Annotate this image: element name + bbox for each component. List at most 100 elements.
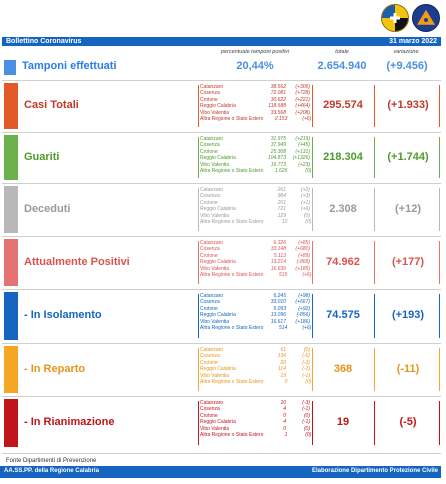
province-list: Catanzaro 38.562 (+306) Cosenza 72.081 (+728)…: [200, 84, 311, 123]
divider: [439, 188, 440, 231]
province-name: Catanzaro: [200, 136, 224, 142]
province-delta: (+464): [295, 103, 310, 110]
province-delta: (+89): [298, 252, 310, 259]
province-value: 5.113: [273, 252, 286, 259]
province-value: 5.093: [273, 305, 286, 312]
province-list: Catanzaro 31.975 (+219) Cosenza 37.949 (+45) C…: [200, 136, 311, 174]
bulletin-title: Bollettino Coronavirus: [6, 38, 82, 45]
tamponi-change: (+9.456): [386, 60, 428, 72]
province-delta: (-1): [302, 372, 310, 379]
divider: [439, 85, 440, 127]
section-change: (+12): [395, 202, 421, 215]
province-delta: (+728): [295, 90, 310, 97]
section-label: - In Rianimazione: [24, 416, 115, 428]
province-name: Reggio Calabria: [200, 206, 236, 213]
divider: [198, 85, 199, 127]
province-delta: (+3): [300, 193, 310, 200]
province-delta: (-1): [302, 406, 310, 413]
province-value: 515: [279, 272, 288, 279]
province-delta: (+6): [300, 206, 310, 213]
province-value: 201: [277, 199, 286, 206]
province-name: Altra Regione o Stato Estero: [200, 272, 264, 279]
province-name: Cosenza: [200, 193, 220, 200]
divider: [312, 348, 313, 391]
province-row: Altra Regione o Stato Estero 514 (+6): [200, 325, 311, 331]
province-name: Reggio Calabria: [200, 419, 236, 426]
section-color-bar: [4, 346, 18, 393]
province-name: Vibo Valentia: [200, 425, 230, 432]
province-delta: (+23): [298, 161, 310, 168]
province-value: 261: [277, 187, 286, 193]
province-delta: (0): [305, 432, 312, 439]
divider: [312, 401, 313, 445]
section-total: 74.962: [326, 255, 360, 268]
province-name: Cosenza: [200, 90, 220, 97]
province-name: Altra Regione o Stato Estero: [200, 116, 264, 123]
divider: [439, 241, 440, 284]
province-name: Reggio Calabria: [200, 259, 236, 266]
section-in-rianimazione: - In Rianimazione Catanzaro 10 (-3) Cosenza 4…: [2, 396, 441, 448]
province-value: 72.081: [270, 90, 286, 97]
province-row: Vibo Valentia 16.617 (+186): [200, 319, 310, 325]
divider: [439, 294, 440, 338]
province-name: Crotone: [200, 412, 218, 419]
province-row: Reggio Calabria 104.873 (+1326): [200, 155, 310, 161]
section-color-bar: [4, 292, 18, 340]
province-name: Catanzaro: [200, 187, 224, 193]
section-label: Guariti: [24, 150, 60, 163]
province-delta: (0): [303, 412, 310, 419]
tamponi-row: Tamponi effettuati 20,44% 2.654.940 (+9.…: [2, 58, 441, 76]
section-label: - In Reparto: [24, 362, 86, 375]
section-total: 295.574: [323, 99, 363, 111]
province-delta: (-3): [302, 359, 310, 366]
province-value: 114: [278, 366, 286, 373]
province-value: 4: [283, 419, 286, 426]
province-delta: (-868): [296, 259, 310, 266]
province-value: 6.245: [273, 293, 286, 299]
province-name: Reggio Calabria: [200, 312, 236, 319]
province-value: 13.214: [270, 259, 286, 266]
province-row: Crotone 25.308 (+131): [200, 149, 310, 155]
divider: [312, 85, 313, 127]
province-row: Cosenza 984 (+3): [200, 193, 310, 199]
province-value: 2.153: [274, 116, 288, 123]
province-name: Crotone: [200, 96, 218, 103]
calabria-region-emblem-icon: [381, 4, 409, 32]
province-row: Catanzaro 6.245 (+98): [200, 293, 310, 299]
province-value: 33.148: [270, 246, 286, 253]
province-name: Catanzaro: [200, 293, 224, 299]
province-delta: (+1): [300, 199, 310, 206]
province-name: Catanzaro: [200, 240, 224, 246]
province-value: 19: [280, 372, 286, 379]
province-value: 13.096: [270, 312, 286, 319]
province-value: 38.562: [270, 84, 286, 90]
province-name: Cosenza: [200, 246, 220, 253]
province-value: 16.636: [270, 265, 286, 272]
divider: [198, 401, 199, 445]
province-row: Cosenza 4 (-1): [200, 406, 310, 412]
province-value: 20: [280, 359, 286, 366]
province-name: Crotone: [200, 359, 218, 366]
divider: [312, 137, 313, 178]
province-delta: (+1326): [292, 155, 310, 162]
province-name: Vibo Valentia: [200, 318, 230, 325]
section-total: 368: [333, 362, 353, 375]
province-delta: (-6): [302, 353, 310, 360]
section-total: 19: [336, 416, 350, 428]
section-label: Attualmente Positivi: [24, 255, 130, 268]
section-casi-totali: Casi Totali Catanzaro 38.562 (+306) Cosenza 7…: [2, 80, 441, 130]
province-delta: (+2): [300, 187, 310, 193]
tamponi-total: 2.654.940: [317, 60, 367, 72]
province-name: Vibo Valentia: [200, 212, 230, 219]
province-row: Vibo Valentia 16.636 (+185): [200, 266, 310, 272]
province-value: 25.308: [270, 148, 286, 155]
column-header-change: variazione: [393, 49, 419, 55]
province-value: 33.568: [270, 109, 286, 116]
divider: [312, 188, 313, 231]
province-row: Altra Regione o Stato Estero 12 (0): [200, 219, 311, 225]
divider: [198, 137, 199, 178]
bulletin-date: 31 marzo 2022: [389, 38, 437, 45]
province-value: 16.617: [270, 318, 286, 325]
footer-source: Fonte Dipartimenti di Prevenzione: [2, 453, 441, 471]
province-delta: (0): [303, 425, 310, 432]
